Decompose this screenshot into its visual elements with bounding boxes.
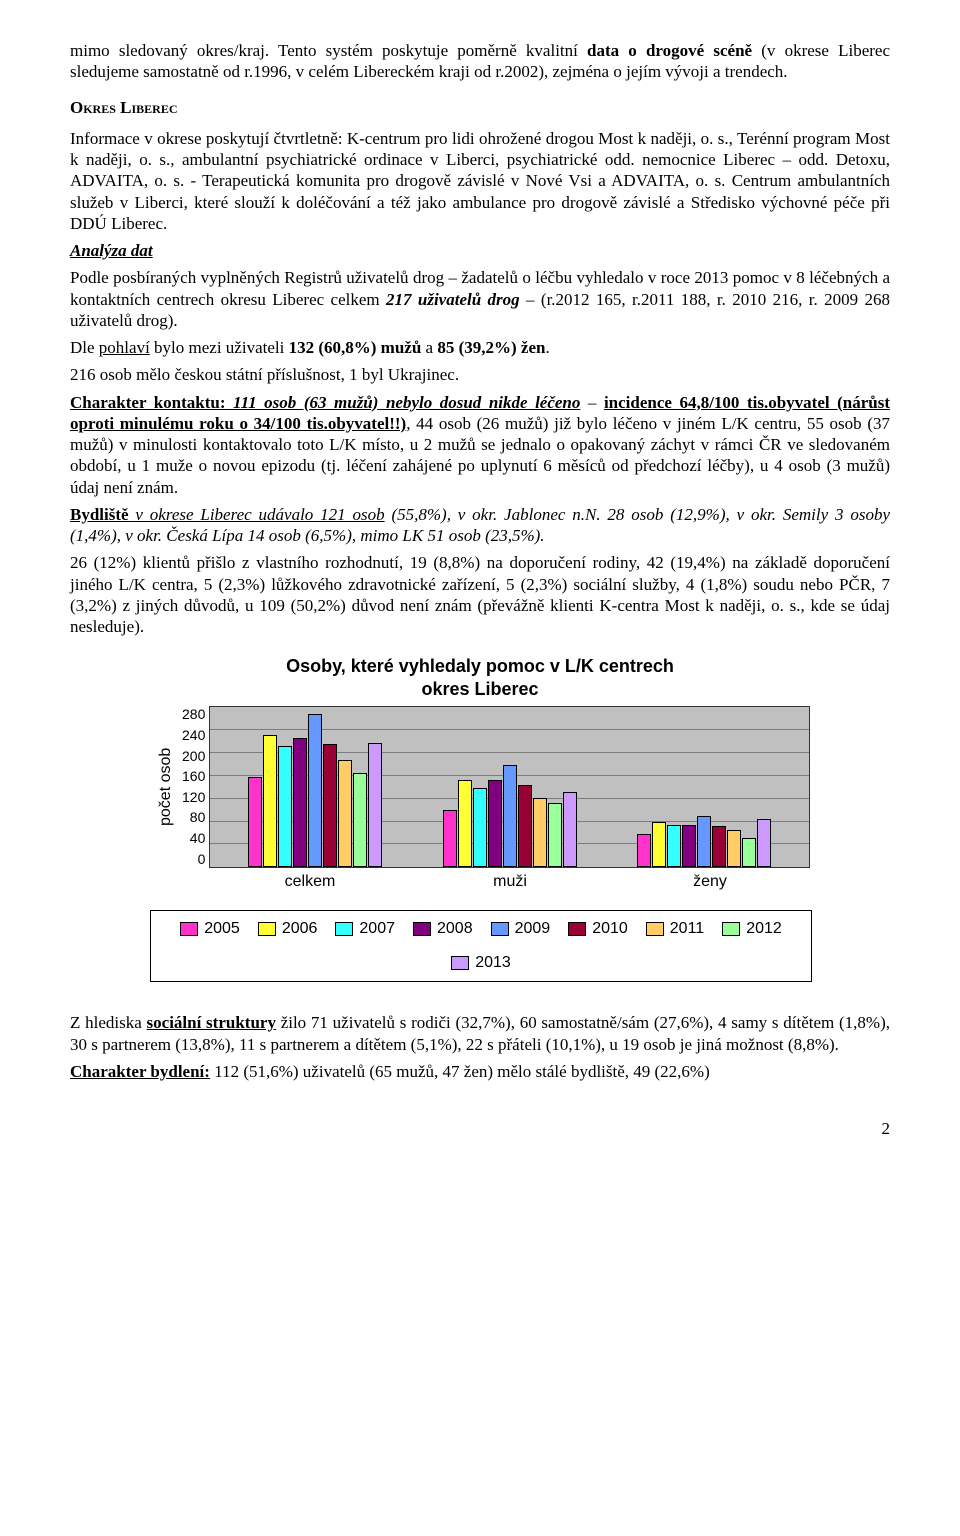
chart-bar — [712, 826, 726, 867]
chart-ylabel: počet osob — [150, 706, 182, 868]
legend-item: 2009 — [491, 919, 551, 939]
analysis-p4: Charakter kontaktu: 111 osob (63 mužů) n… — [70, 392, 890, 498]
chart-bar — [293, 738, 307, 867]
chart-bar — [443, 810, 457, 867]
chart-bar — [308, 714, 322, 867]
legend-item: 2013 — [451, 953, 511, 973]
chart-bar — [353, 773, 367, 867]
chart-bar — [518, 785, 532, 867]
chart-bar — [548, 803, 562, 868]
chart-bar — [652, 822, 666, 867]
intro-paragraph: mimo sledovaný okres/kraj. Tento systém … — [70, 40, 890, 83]
chart-bar — [488, 780, 502, 867]
chart-yaxis: 28024020016012080400 — [182, 706, 209, 868]
chart-bar — [682, 825, 696, 867]
after-p2: Charakter bydlení: 112 (51,6%) uživatelů… — [70, 1061, 890, 1082]
chart-legend: 2005 2006 2007 2008 2009 2010 2011 2012 2013 — [150, 910, 812, 982]
legend-item: 2010 — [568, 919, 628, 939]
chart-bar — [473, 788, 487, 867]
chart-bar — [563, 792, 577, 867]
chart-bar — [503, 765, 517, 867]
chart-container: Osoby, které vyhledaly pomoc v L/K centr… — [150, 655, 810, 982]
intro-text: mimo sledovaný okres/kraj. Tento systém … — [70, 41, 890, 81]
chart-bar — [637, 834, 651, 867]
chart-bar — [278, 746, 292, 867]
analysis-p2: Dle pohlaví bylo mezi uživateli 132 (60,… — [70, 337, 890, 358]
chart-bar — [742, 838, 756, 868]
chart-bar — [697, 816, 711, 867]
chart-bar — [338, 760, 352, 867]
chart-bar — [248, 777, 262, 867]
chart-bar — [667, 825, 681, 867]
chart-bar-group — [607, 816, 801, 867]
okres-paragraph: Informace v okrese poskytují čtvrtletně:… — [70, 128, 890, 234]
analysis-p6: 26 (12%) klientů přišlo z vlastního rozh… — [70, 552, 890, 637]
chart-plot — [209, 706, 810, 868]
analysis-p1: Podle posbíraných vyplněných Registrů už… — [70, 267, 890, 331]
analysis-heading: Analýza dat — [70, 240, 890, 261]
chart-bar-group — [413, 765, 607, 867]
chart-bar-group — [218, 714, 412, 867]
chart-title: Osoby, které vyhledaly pomoc v L/K centr… — [150, 655, 810, 700]
chart-bar — [727, 830, 741, 868]
chart-bar — [263, 735, 277, 868]
chart-bar — [533, 798, 547, 868]
page-number: 2 — [70, 1118, 890, 1139]
chart-bar — [323, 744, 337, 867]
legend-item: 2005 — [180, 919, 240, 939]
analysis-p3: 216 osob mělo českou státní příslušnost,… — [70, 364, 890, 385]
legend-item: 2011 — [646, 919, 704, 939]
legend-item: 2008 — [413, 919, 473, 939]
analysis-p5: Bydliště v okrese Liberec udávalo 121 os… — [70, 504, 890, 547]
okres-heading: Okres Liberec — [70, 97, 890, 118]
after-p1: Z hlediska sociální struktury žilo 71 už… — [70, 1012, 890, 1055]
chart-bar — [458, 780, 472, 867]
chart-bar — [757, 819, 771, 868]
chart-bar — [368, 743, 382, 867]
legend-item: 2006 — [258, 919, 318, 939]
chart-xaxis: celkemmužiženy — [210, 872, 810, 892]
legend-item: 2012 — [722, 919, 782, 939]
legend-item: 2007 — [335, 919, 395, 939]
